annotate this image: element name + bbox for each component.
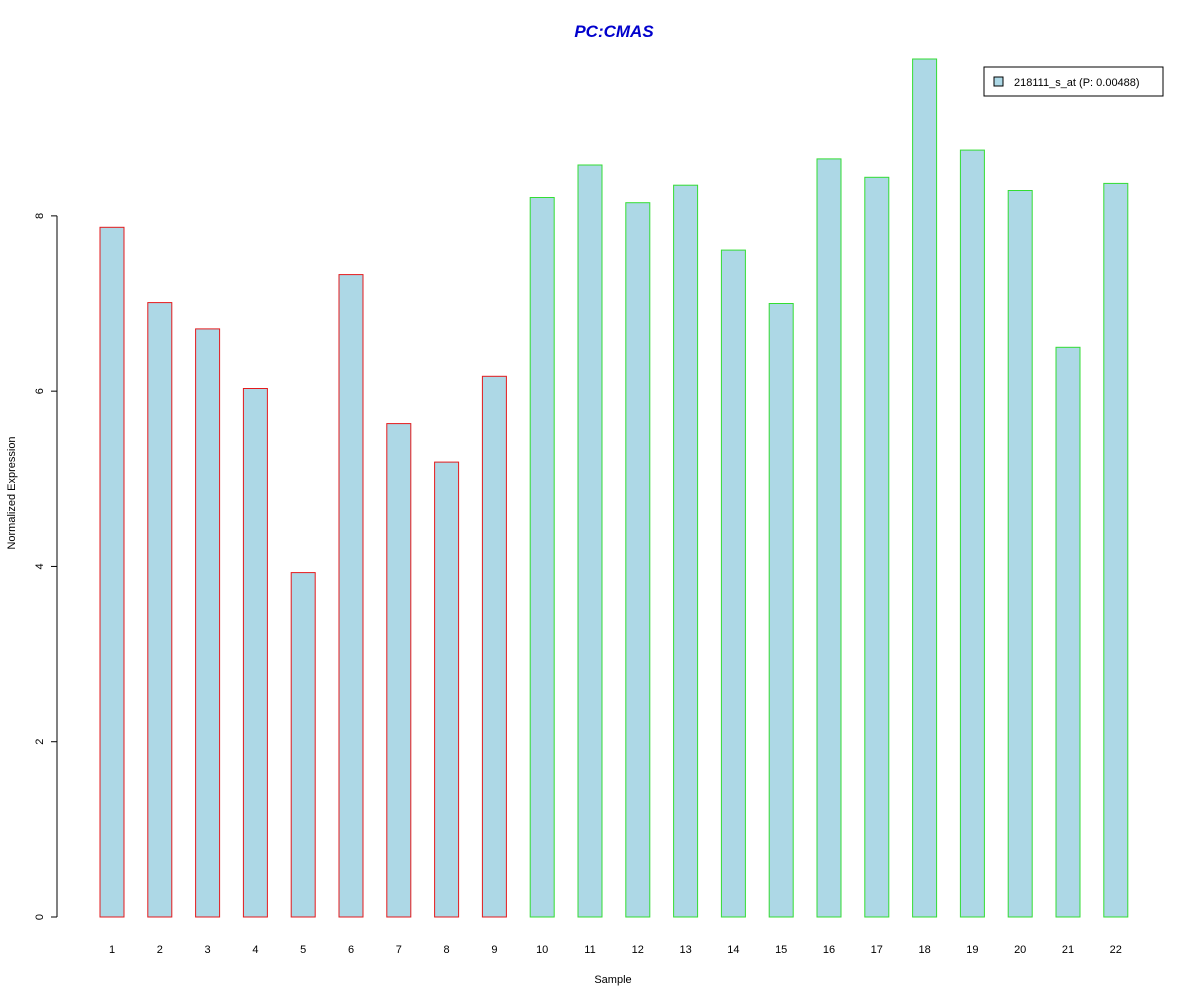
x-axis-tick-label: 1 (109, 944, 115, 956)
x-axis-tick-label: 3 (205, 944, 211, 956)
x-axis-tick-label: 9 (491, 944, 497, 956)
y-axis-tick-label: 4 (34, 563, 46, 569)
x-axis-tick-label: 5 (300, 944, 306, 956)
x-axis-tick-label: 10 (536, 944, 548, 956)
bar-sample-11 (577, 164, 603, 918)
x-axis-tick-label: 11 (584, 944, 595, 956)
bar-sample-3 (195, 328, 221, 918)
y-axis-tick-label: 0 (34, 914, 46, 920)
y-axis: 0 2 4 6 8 (34, 213, 58, 920)
bar-sample-17 (864, 176, 890, 918)
bar-sample-10 (529, 197, 555, 918)
bar-sample-18 (912, 58, 938, 918)
x-axis-tick-label: 18 (918, 944, 930, 956)
y-axis-label: Normalized Expression (6, 436, 18, 549)
x-axis-tick-label: 22 (1110, 944, 1122, 956)
x-axis-tick-label: 2 (157, 944, 163, 956)
bar-sample-15 (768, 303, 794, 918)
x-axis-tick-label: 15 (775, 944, 787, 956)
legend-box (983, 66, 1164, 97)
bar-sample-2 (147, 302, 173, 918)
bar-sample-12 (625, 202, 651, 918)
bar-sample-4 (242, 388, 268, 918)
x-axis-tick-label: 14 (727, 944, 739, 956)
x-axis-tick-labels: 1 2 3 4 5 6 7 8 9 10 11 12 13 14 15 16 17 18 19 20 21 22 (109, 944, 1122, 956)
bar-sample-19 (959, 149, 985, 918)
x-axis-tick-label: 8 (444, 944, 450, 956)
x-axis-tick-label: 4 (252, 944, 258, 956)
bar-sample-20 (1007, 190, 1033, 918)
y-axis-tick-label: 8 (34, 213, 46, 219)
bar-sample-9 (481, 375, 507, 918)
x-axis-tick-label: 12 (632, 944, 644, 956)
bars (99, 58, 1129, 918)
x-axis-label: Sample (594, 974, 631, 986)
x-axis-tick-label: 20 (1014, 944, 1026, 956)
y-axis-tick-label: 2 (34, 739, 46, 745)
bar-sample-6 (338, 274, 364, 918)
bar-sample-21 (1055, 346, 1081, 918)
x-axis-tick-label: 6 (348, 944, 354, 956)
bar-sample-22 (1103, 182, 1129, 918)
chart-title: PC:CMAS (574, 22, 654, 41)
legend: 218111_s_at (P: 0.00488) (983, 66, 1164, 97)
legend-swatch (993, 76, 1004, 87)
x-axis-tick-label: 16 (823, 944, 835, 956)
bar-sample-13 (673, 184, 699, 918)
x-axis-tick-label: 13 (679, 944, 691, 956)
bar-sample-7 (386, 423, 412, 918)
x-axis-tick-label: 17 (871, 944, 883, 956)
bar-sample-14 (720, 249, 746, 918)
bar-sample-1 (99, 226, 125, 918)
y-axis-tick-label: 6 (34, 388, 46, 394)
x-axis-tick-label: 7 (396, 944, 402, 956)
x-axis-tick-label: 21 (1062, 944, 1074, 956)
bar-sample-5 (290, 572, 316, 918)
bar-sample-16 (816, 158, 842, 918)
bar-sample-8 (434, 461, 460, 918)
legend-label: 218111_s_at (P: 0.00488) (1014, 77, 1140, 89)
x-axis-tick-label: 19 (966, 944, 978, 956)
